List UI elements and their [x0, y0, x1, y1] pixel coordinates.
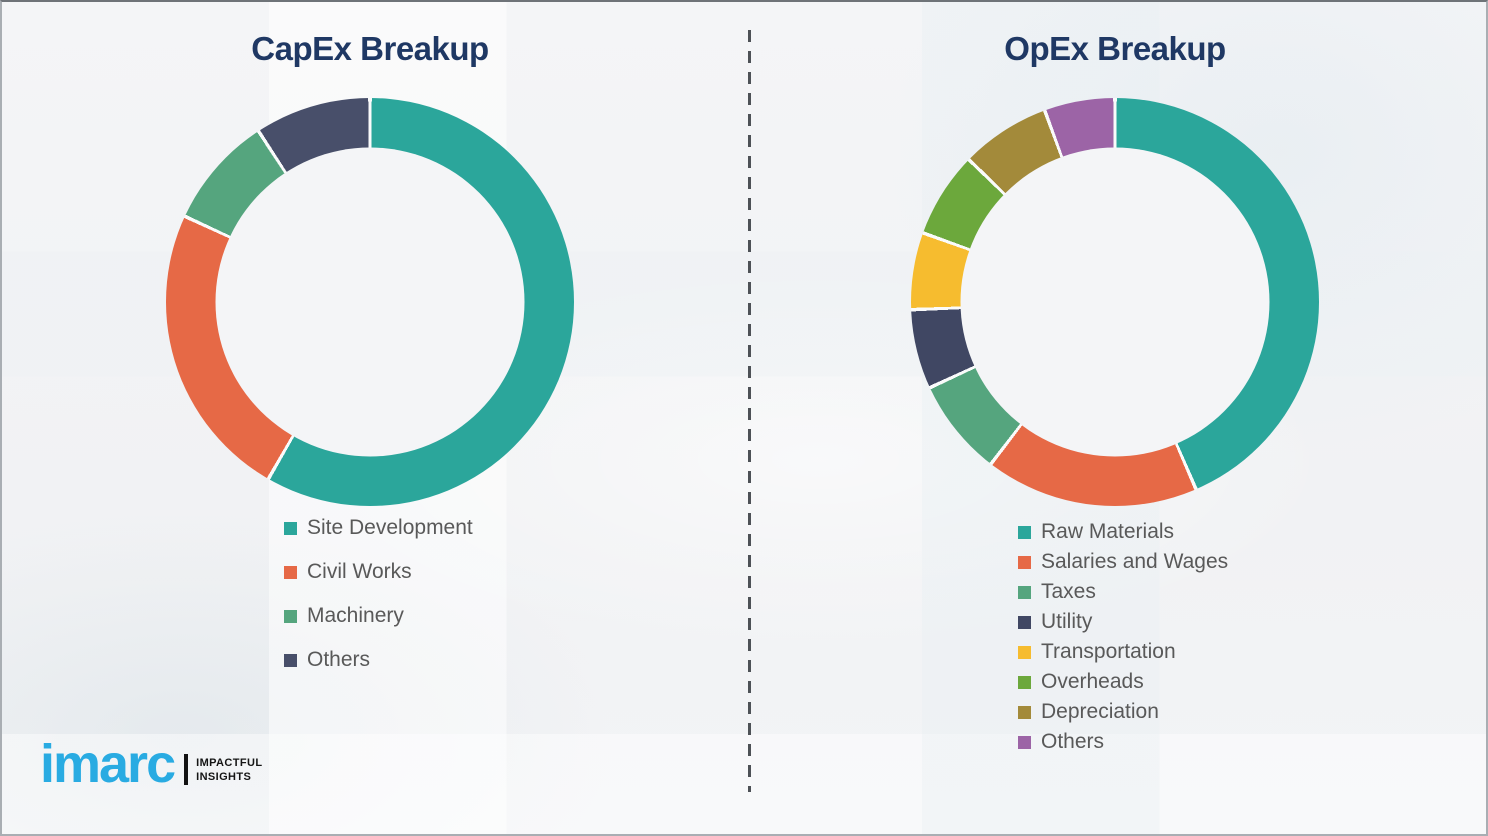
- opex-donut-chart: [911, 98, 1319, 506]
- logo-tagline: IMPACTFUL INSIGHTS: [196, 756, 262, 785]
- legend-item: Civil Works: [284, 560, 473, 584]
- legend-swatch-icon: [284, 565, 297, 579]
- legend-label: Others: [307, 648, 371, 671]
- legend-label: Raw Materials: [1041, 520, 1175, 543]
- opex-donut-hole: [960, 147, 1270, 457]
- legend-swatch-icon: [1018, 675, 1031, 689]
- legend-swatch-icon: [1018, 555, 1031, 569]
- opex-legend: Raw Materials Salaries and Wages Taxes Util…: [1018, 520, 1228, 760]
- capex-legend: Site Development Civil Works Machinery Othe…: [284, 516, 473, 692]
- imarc-logo: imarc IMPACTFUL INSIGHTS: [40, 734, 262, 794]
- legend-item: Utility: [1018, 610, 1228, 634]
- legend-label: Utility: [1041, 610, 1093, 633]
- legend-swatch-icon: [1018, 525, 1031, 539]
- legend-label: Depreciation: [1041, 700, 1159, 723]
- legend-item: Transportation: [1018, 640, 1228, 664]
- legend-label: Civil Works: [307, 560, 412, 583]
- legend-item: Others: [1018, 730, 1228, 754]
- legend-swatch-icon: [1018, 645, 1031, 659]
- legend-label: Salaries and Wages: [1041, 550, 1229, 573]
- capex-donut-hole: [215, 147, 525, 457]
- legend-label: Site Development: [307, 516, 473, 539]
- legend-label: Machinery: [307, 604, 404, 627]
- legend-item: Machinery: [284, 604, 473, 628]
- capex-chart-title: CapEx Breakup: [251, 30, 489, 67]
- legend-item: Site Development: [284, 516, 473, 540]
- logo-tagline-line2: INSIGHTS: [196, 771, 252, 784]
- legend-swatch-icon: [1018, 705, 1031, 719]
- capex-donut-chart: [166, 98, 574, 506]
- legend-item: Salaries and Wages: [1018, 550, 1228, 574]
- legend-label: Taxes: [1041, 580, 1096, 603]
- legend-swatch-icon: [284, 609, 297, 623]
- legend-swatch-icon: [284, 521, 297, 535]
- legend-item: Depreciation: [1018, 700, 1228, 724]
- legend-swatch-icon: [284, 653, 297, 667]
- legend-label: Transportation: [1041, 640, 1176, 663]
- legend-swatch-icon: [1018, 585, 1031, 599]
- legend-item: Others: [284, 648, 473, 672]
- legend-swatch-icon: [1018, 735, 1031, 749]
- legend-swatch-icon: [1018, 615, 1031, 629]
- vertical-dashed-divider: [748, 30, 751, 792]
- legend-label: Others: [1041, 730, 1105, 753]
- legend-item: Taxes: [1018, 580, 1228, 604]
- imarc-logo-wordmark: imarc: [40, 734, 176, 794]
- legend-label: Overheads: [1041, 670, 1144, 693]
- logo-divider-bar: [184, 753, 189, 785]
- logo-tagline-line1: IMPACTFUL: [196, 757, 263, 770]
- legend-item: Raw Materials: [1018, 520, 1228, 544]
- legend-item: Overheads: [1018, 670, 1228, 694]
- opex-chart-title: OpEx Breakup: [1004, 30, 1226, 67]
